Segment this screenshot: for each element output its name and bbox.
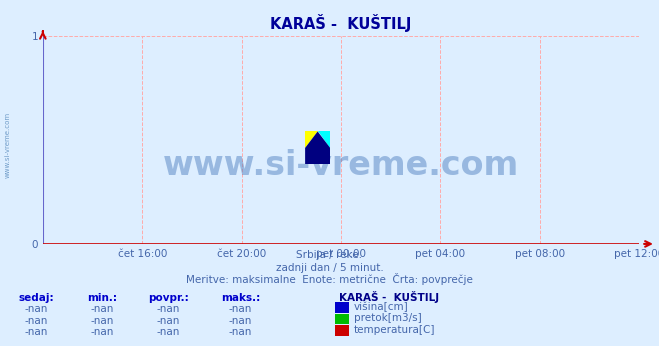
- Text: sedaj:: sedaj:: [18, 293, 54, 303]
- Polygon shape: [318, 131, 330, 148]
- Text: -nan: -nan: [24, 316, 48, 326]
- Text: -nan: -nan: [90, 304, 114, 314]
- Text: www.si-vreme.com: www.si-vreme.com: [163, 148, 519, 182]
- Text: -nan: -nan: [156, 316, 180, 326]
- Text: www.si-vreme.com: www.si-vreme.com: [5, 112, 11, 179]
- Text: -nan: -nan: [90, 327, 114, 337]
- Text: min.:: min.:: [87, 293, 117, 303]
- Text: -nan: -nan: [24, 327, 48, 337]
- Text: pretok[m3/s]: pretok[m3/s]: [354, 313, 422, 324]
- Text: -nan: -nan: [24, 304, 48, 314]
- Text: povpr.:: povpr.:: [148, 293, 188, 303]
- Text: -nan: -nan: [229, 327, 252, 337]
- Polygon shape: [305, 131, 330, 164]
- Text: maks.:: maks.:: [221, 293, 260, 303]
- Text: KARAŠ -  KUŠTILJ: KARAŠ - KUŠTILJ: [339, 291, 440, 303]
- Title: KARAŠ -  KUŠTILJ: KARAŠ - KUŠTILJ: [270, 15, 412, 33]
- Text: -nan: -nan: [229, 304, 252, 314]
- Text: Srbija / reke.: Srbija / reke.: [297, 250, 362, 260]
- Text: Meritve: maksimalne  Enote: metrične  Črta: povprečje: Meritve: maksimalne Enote: metrične Črta…: [186, 273, 473, 285]
- Text: zadnji dan / 5 minut.: zadnji dan / 5 minut.: [275, 263, 384, 273]
- Text: višina[cm]: višina[cm]: [354, 302, 409, 312]
- Text: temperatura[C]: temperatura[C]: [354, 325, 436, 335]
- Text: -nan: -nan: [90, 316, 114, 326]
- Polygon shape: [305, 131, 318, 148]
- Text: -nan: -nan: [156, 327, 180, 337]
- Text: -nan: -nan: [229, 316, 252, 326]
- Text: -nan: -nan: [156, 304, 180, 314]
